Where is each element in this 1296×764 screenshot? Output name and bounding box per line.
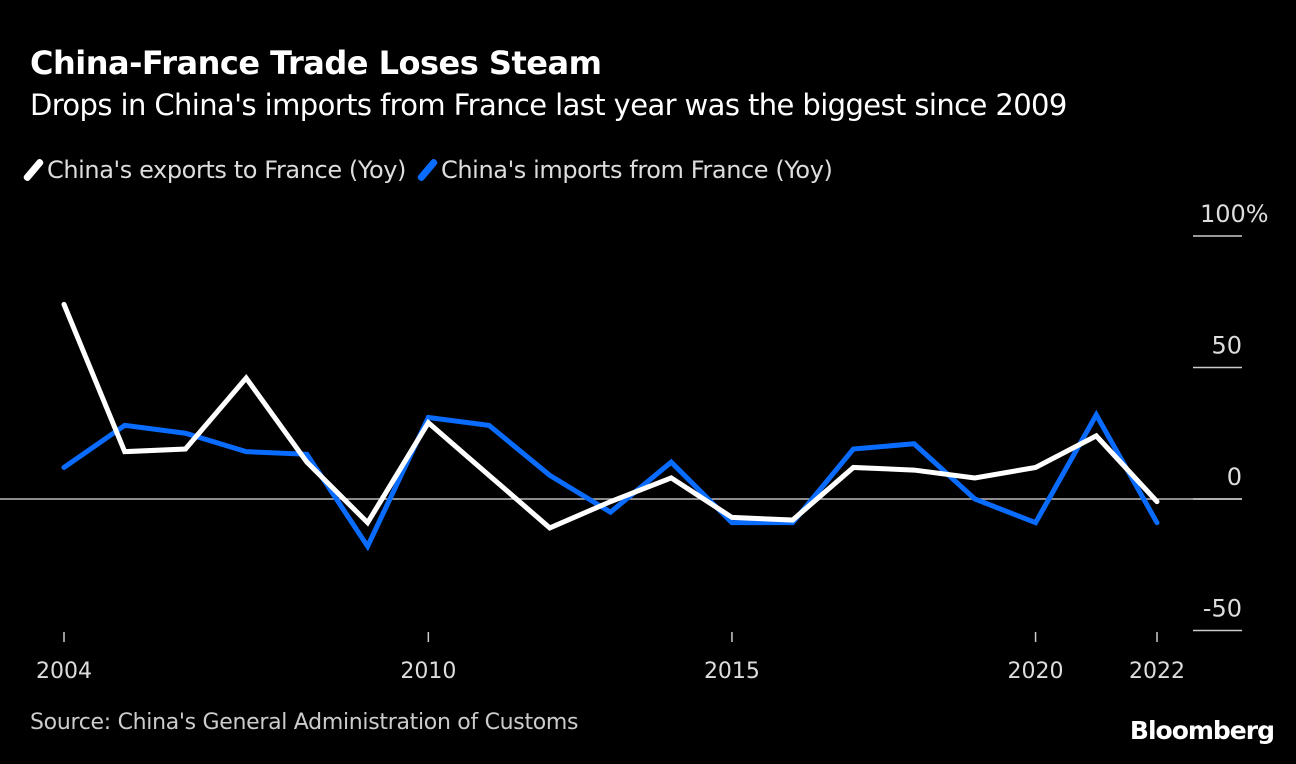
chart-subtitle: Drops in China's imports from France las… (30, 88, 1067, 122)
y-tick-label: -50 (1203, 595, 1242, 623)
y-tick-label: 50 (1211, 332, 1242, 360)
chart-title: China-France Trade Loses Steam (30, 44, 602, 82)
source-note: Source: China's General Administration o… (30, 710, 579, 735)
x-tick-label: 2004 (36, 659, 92, 684)
y-tick-label: 100% (1200, 200, 1269, 228)
x-tick-label: 2010 (400, 659, 456, 684)
legend: China's exports to France (Yoy) China's … (22, 156, 833, 184)
bloomberg-logo: Bloomberg (1129, 716, 1275, 745)
x-tick-label: 2022 (1129, 659, 1185, 684)
legend-label-imports: China's imports from France (Yoy) (441, 156, 833, 184)
series-line-imports (61, 409, 1160, 552)
x-tick-label: 2020 (1008, 659, 1064, 684)
x-tick-label: 2015 (704, 659, 760, 684)
y-tick-label: 0 (1227, 463, 1242, 491)
series-line-exports (61, 301, 1160, 531)
legend-item-imports: China's imports from France (Yoy) (416, 156, 833, 184)
legend-label-exports: China's exports to France (Yoy) (47, 156, 407, 184)
legend-item-exports: China's exports to France (Yoy) (22, 156, 407, 184)
